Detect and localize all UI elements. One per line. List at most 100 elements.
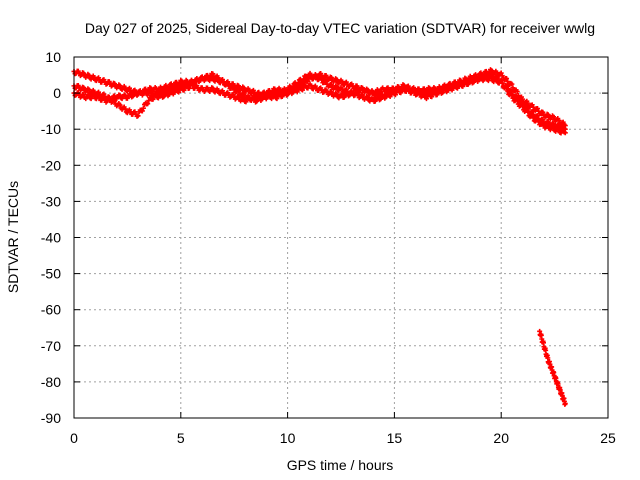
data-point [124, 95, 130, 101]
data-point [535, 116, 541, 122]
data-point [106, 79, 112, 85]
data-point [248, 97, 254, 103]
data-point [117, 83, 123, 89]
x-tick-label: 20 [493, 430, 509, 446]
data-point [494, 70, 500, 76]
data-point [295, 80, 301, 86]
data-point [171, 89, 177, 95]
y-tick-label: -30 [41, 193, 61, 209]
data-point [352, 90, 358, 96]
data-point [525, 100, 531, 106]
data-point [540, 109, 546, 115]
data-point [489, 75, 495, 81]
data-point [202, 75, 208, 81]
data-point [135, 113, 141, 119]
y-tick-label: -90 [41, 410, 61, 426]
x-tick-label: 10 [280, 430, 296, 446]
data-point [499, 80, 505, 86]
data-point [499, 73, 505, 79]
data-point [334, 77, 340, 83]
chart-title: Day 027 of 2025, Sidereal Day-to-day VTE… [85, 20, 595, 36]
data-point [81, 92, 87, 98]
data-point [148, 90, 154, 96]
data-point [81, 70, 87, 76]
data-point [308, 72, 314, 78]
y-tick-label: -20 [41, 157, 61, 173]
data-point [347, 92, 353, 98]
data-point [383, 94, 389, 100]
y-axis-label: SDTVAR / TECUs [5, 181, 21, 293]
data-point [562, 130, 568, 136]
data-point [235, 94, 241, 100]
data-point [328, 82, 334, 88]
data-point [509, 81, 515, 87]
data-point [562, 401, 568, 407]
y-tick-label: 0 [53, 85, 61, 101]
data-point [465, 81, 471, 87]
y-tick-label: -10 [41, 121, 61, 137]
data-point [210, 85, 216, 91]
data-point [535, 106, 541, 112]
data-point [323, 78, 329, 84]
y-tick-label: -60 [41, 302, 61, 318]
y-tick-label: 10 [45, 49, 61, 65]
data-point [192, 80, 198, 86]
data-point [530, 104, 536, 110]
data-point [388, 92, 394, 98]
data-point [112, 81, 118, 87]
data-point [254, 95, 260, 101]
data-point [140, 105, 146, 111]
data-point [421, 88, 427, 94]
y-tick-label: -70 [41, 338, 61, 354]
data-point [504, 76, 510, 82]
data-point [520, 103, 526, 109]
x-tick-label: 0 [70, 430, 78, 446]
data-point [339, 86, 345, 92]
data-point [215, 87, 221, 93]
data-point [104, 98, 110, 104]
data-point [221, 79, 227, 85]
data-point [328, 89, 334, 95]
data-series [71, 67, 568, 407]
data-point [556, 117, 562, 123]
data-point [122, 106, 128, 112]
data-point [215, 75, 221, 81]
y-tick-label: -50 [41, 266, 61, 282]
data-point [505, 79, 511, 85]
series-track-4 [537, 328, 568, 407]
data-point [86, 72, 92, 78]
data-point [339, 79, 345, 85]
data-point [75, 68, 81, 74]
y-tick-label: -80 [41, 374, 61, 390]
data-point [259, 93, 265, 99]
data-point [494, 77, 500, 83]
x-tick-label: 15 [387, 430, 403, 446]
data-point [510, 85, 516, 91]
data-point [197, 77, 203, 83]
grid-lines [74, 57, 608, 418]
series-track-3 [71, 74, 568, 136]
data-point [476, 77, 482, 83]
data-point [498, 77, 504, 83]
data-point [117, 102, 123, 108]
axis-ticks: 0 5 10 15 20 25 10 0 -10 -20 -30 -40 -50 -60 -70 -80 -90 [41, 49, 616, 446]
data-point [91, 74, 97, 80]
data-point [210, 71, 216, 77]
data-point [235, 88, 241, 94]
data-point [341, 94, 347, 100]
data-point [530, 115, 536, 121]
data-point [540, 120, 546, 126]
data-point [295, 87, 301, 93]
data-point [308, 83, 314, 89]
data-point [334, 91, 340, 97]
data-point [225, 80, 231, 86]
data-point [323, 72, 329, 78]
data-point [514, 89, 520, 95]
x-tick-label: 25 [600, 430, 616, 446]
data-point [509, 92, 515, 98]
data-point [285, 91, 291, 97]
x-tick-label: 5 [177, 430, 185, 446]
data-point [505, 88, 511, 94]
data-point [241, 85, 247, 91]
